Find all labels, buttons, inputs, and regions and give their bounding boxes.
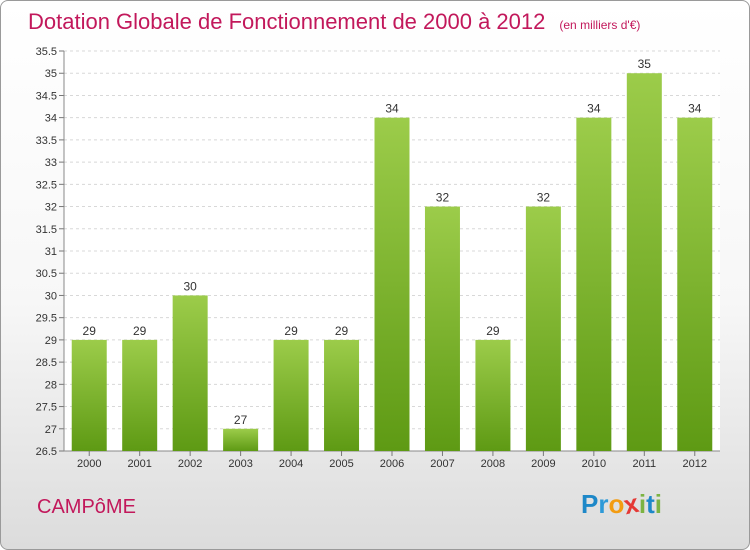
y-tick-label: 29 <box>45 335 57 347</box>
chart-unit: (en milliers d'€) <box>559 18 641 32</box>
bar-2004 <box>273 339 309 451</box>
bar-2012 <box>677 117 713 452</box>
y-tick-label: 33.5 <box>36 135 57 147</box>
x-tick-label: 2003 <box>228 458 252 470</box>
bar-value-label: 35 <box>638 57 652 71</box>
logo-letter: r <box>598 489 609 519</box>
x-tick-label: 2001 <box>127 458 151 470</box>
x-tick-label: 2011 <box>632 458 656 470</box>
logo-letter: i <box>638 489 647 519</box>
x-tick-label: 2006 <box>380 458 404 470</box>
x-tick-label: 2007 <box>430 458 454 470</box>
bar-value-label: 30 <box>183 279 197 293</box>
y-tick-label: 31.5 <box>36 224 57 236</box>
x-tick-label: 2012 <box>683 458 707 470</box>
commune-name: CAMPôME <box>37 496 136 518</box>
bar-value-label: 29 <box>133 324 147 338</box>
bar-value-label: 34 <box>385 102 399 116</box>
y-tick-label: 34 <box>45 113 57 125</box>
x-tick-label: 2000 <box>77 458 101 470</box>
bar-value-label: 32 <box>537 191 551 205</box>
y-tick-label: 27 <box>45 424 57 436</box>
chart-title-text: Dotation Globale de Fonctionnement de 20… <box>28 9 546 34</box>
bar-2005 <box>324 339 360 451</box>
x-tick-label: 2009 <box>531 458 555 470</box>
y-tick-label: 26.5 <box>36 446 57 458</box>
bar-2006 <box>374 117 410 452</box>
bar-value-label: 27 <box>234 413 248 427</box>
bar-2009 <box>525 206 561 451</box>
y-tick-label: 33 <box>45 157 57 169</box>
logo-letter: t <box>646 489 655 519</box>
proxiti-logo: Proxiti <box>581 488 662 520</box>
bar-2002 <box>172 295 208 451</box>
y-tick-label: 28 <box>45 379 57 391</box>
y-tick-label: 28.5 <box>36 357 57 369</box>
logo-letter: P <box>581 489 599 519</box>
chart-title: Dotation Globale de Fonctionnement de 20… <box>28 9 640 35</box>
logo-letter: o <box>608 489 625 519</box>
bar-value-label: 34 <box>587 102 601 116</box>
bar-value-label: 29 <box>83 324 97 338</box>
bar-value-label: 29 <box>284 324 298 338</box>
bar-2003 <box>223 428 259 451</box>
bar-2008 <box>475 339 511 451</box>
logo-letter: i <box>654 489 662 519</box>
x-tick-label: 2005 <box>329 458 353 470</box>
bar-value-label: 29 <box>486 324 500 338</box>
bar-2011 <box>626 73 662 451</box>
y-tick-label: 32 <box>45 202 57 214</box>
y-tick-label: 30.5 <box>36 268 57 280</box>
y-tick-label: 30 <box>45 290 57 302</box>
bar-2000 <box>71 339 107 451</box>
bar-2010 <box>576 117 612 452</box>
bar-value-label: 34 <box>688 102 702 116</box>
x-tick-label: 2008 <box>481 458 505 470</box>
bar-2007 <box>424 206 460 451</box>
bar-2001 <box>122 339 158 451</box>
y-tick-label: 31 <box>45 246 57 258</box>
y-tick-label: 29.5 <box>36 313 57 325</box>
bar-value-label: 29 <box>335 324 349 338</box>
x-tick-label: 2010 <box>582 458 606 470</box>
y-tick-label: 32.5 <box>36 179 57 191</box>
y-tick-label: 34.5 <box>36 90 57 102</box>
bar-value-label: 32 <box>436 191 450 205</box>
x-tick-label: 2002 <box>178 458 202 470</box>
y-tick-label: 35.5 <box>36 46 57 58</box>
y-tick-label: 27.5 <box>36 402 57 414</box>
y-tick-label: 35 <box>45 68 57 80</box>
x-tick-label: 2004 <box>279 458 303 470</box>
